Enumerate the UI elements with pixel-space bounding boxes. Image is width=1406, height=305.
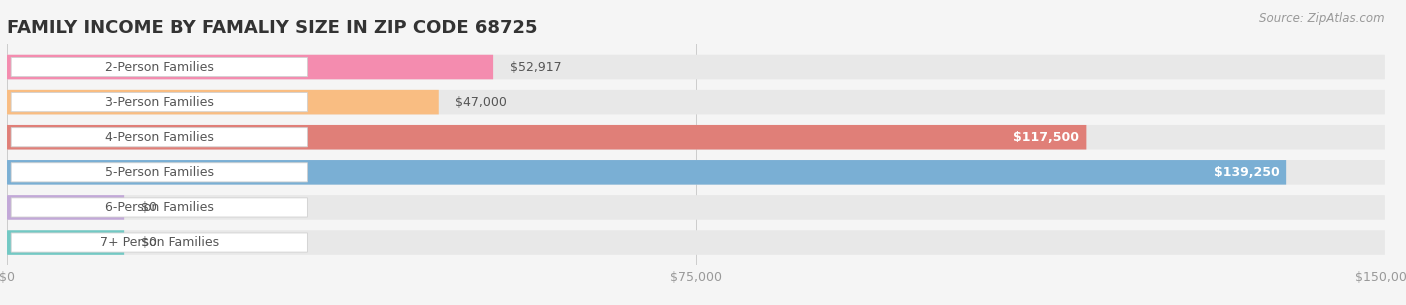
FancyBboxPatch shape bbox=[7, 90, 439, 114]
FancyBboxPatch shape bbox=[11, 92, 308, 112]
Text: 4-Person Families: 4-Person Families bbox=[105, 131, 214, 144]
Text: $0: $0 bbox=[141, 201, 156, 214]
Text: $47,000: $47,000 bbox=[456, 96, 508, 109]
FancyBboxPatch shape bbox=[7, 160, 1385, 185]
FancyBboxPatch shape bbox=[7, 125, 1087, 149]
FancyBboxPatch shape bbox=[11, 198, 308, 217]
Text: 5-Person Families: 5-Person Families bbox=[105, 166, 214, 179]
Text: 7+ Person Families: 7+ Person Families bbox=[100, 236, 219, 249]
FancyBboxPatch shape bbox=[7, 195, 1385, 220]
FancyBboxPatch shape bbox=[7, 195, 124, 220]
FancyBboxPatch shape bbox=[11, 128, 308, 147]
FancyBboxPatch shape bbox=[7, 230, 1385, 255]
Text: 3-Person Families: 3-Person Families bbox=[105, 96, 214, 109]
FancyBboxPatch shape bbox=[7, 230, 124, 255]
FancyBboxPatch shape bbox=[7, 55, 1385, 79]
Text: 2-Person Families: 2-Person Families bbox=[105, 60, 214, 74]
Text: $52,917: $52,917 bbox=[509, 60, 561, 74]
Text: FAMILY INCOME BY FAMALIY SIZE IN ZIP CODE 68725: FAMILY INCOME BY FAMALIY SIZE IN ZIP COD… bbox=[7, 19, 537, 37]
FancyBboxPatch shape bbox=[7, 55, 494, 79]
Text: $0: $0 bbox=[141, 236, 156, 249]
FancyBboxPatch shape bbox=[7, 160, 1286, 185]
FancyBboxPatch shape bbox=[11, 233, 308, 252]
Text: $139,250: $139,250 bbox=[1213, 166, 1279, 179]
FancyBboxPatch shape bbox=[11, 163, 308, 182]
Text: $117,500: $117,500 bbox=[1014, 131, 1080, 144]
FancyBboxPatch shape bbox=[7, 125, 1385, 149]
Text: Source: ZipAtlas.com: Source: ZipAtlas.com bbox=[1260, 12, 1385, 25]
FancyBboxPatch shape bbox=[7, 90, 1385, 114]
FancyBboxPatch shape bbox=[11, 57, 308, 77]
Text: 6-Person Families: 6-Person Families bbox=[105, 201, 214, 214]
